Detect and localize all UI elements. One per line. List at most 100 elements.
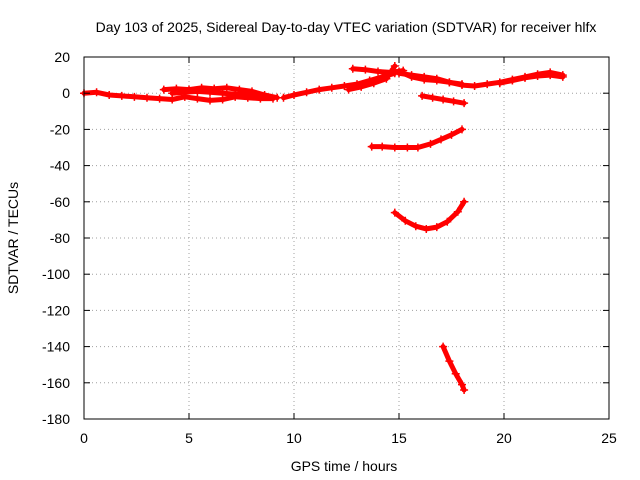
data-point xyxy=(231,90,240,99)
series-line xyxy=(392,199,467,232)
x-tick-label: 20 xyxy=(496,430,512,446)
data-point xyxy=(437,135,445,144)
data-point xyxy=(521,73,529,82)
data-point xyxy=(357,82,366,91)
data-point xyxy=(443,217,452,226)
data-point xyxy=(546,71,555,80)
data-point xyxy=(279,93,288,102)
data-point xyxy=(458,125,466,134)
data-point xyxy=(401,216,410,225)
series-12 xyxy=(439,342,469,395)
y-tick-label: -160 xyxy=(42,375,70,391)
series-7 xyxy=(395,67,466,89)
x-tick-label: 10 xyxy=(286,430,302,446)
grid xyxy=(84,57,609,419)
data-point xyxy=(460,99,469,108)
data-point xyxy=(390,208,399,217)
data-point xyxy=(327,83,336,92)
data-point xyxy=(483,80,492,89)
data-point xyxy=(447,130,456,139)
data-point xyxy=(386,68,395,77)
series-line xyxy=(161,85,280,101)
data-point xyxy=(445,357,454,366)
data-point xyxy=(495,79,504,88)
data-point xyxy=(413,143,422,152)
data-point xyxy=(407,72,416,81)
data-point xyxy=(453,207,462,216)
y-tick-label: -40 xyxy=(50,158,70,174)
data-point xyxy=(382,74,391,83)
data-point xyxy=(378,142,387,151)
series-9 xyxy=(418,91,469,108)
data-point xyxy=(302,88,311,97)
series-line xyxy=(281,70,398,101)
x-tick-label: 0 xyxy=(80,430,88,446)
data-point xyxy=(361,65,370,74)
chart-title: Day 103 of 2025, Sidereal Day-to-day VTE… xyxy=(96,19,597,35)
series-2 xyxy=(168,87,265,100)
data-point xyxy=(439,95,448,104)
y-tick-label: -80 xyxy=(50,230,70,246)
data-point xyxy=(411,222,420,231)
series-line xyxy=(81,89,276,103)
data-point xyxy=(193,94,202,103)
y-tick-label: -60 xyxy=(50,194,70,210)
data-point xyxy=(117,91,126,100)
data-point xyxy=(422,224,431,233)
data-point xyxy=(426,139,435,148)
y-tick-label: -120 xyxy=(42,302,70,318)
data-point xyxy=(143,93,151,102)
data-point xyxy=(460,386,469,395)
data-point xyxy=(458,380,466,389)
data-point xyxy=(439,342,448,351)
x-axis-label: GPS time / hours xyxy=(291,458,398,474)
data-point xyxy=(206,96,214,105)
y-tick-label: -20 xyxy=(50,121,70,137)
y-axis-label: SDTVAR / TECUs xyxy=(5,182,21,294)
data-point xyxy=(193,87,202,96)
data-point xyxy=(256,91,265,100)
data-point xyxy=(420,75,429,84)
data-point xyxy=(315,85,324,94)
y-tick-label: -100 xyxy=(42,266,70,282)
data-point xyxy=(206,88,214,97)
data-point xyxy=(155,94,164,103)
data-point xyxy=(218,89,227,98)
data-point xyxy=(458,80,466,89)
x-tick-label: 15 xyxy=(391,430,407,446)
data-point xyxy=(344,85,353,94)
tick-labels: 0 5 10 15 20 25 20 0 -20 -40 -60 -80 -100 -120 -140 -16… xyxy=(42,49,617,446)
data-point xyxy=(374,67,382,76)
data-point xyxy=(558,72,567,81)
data-point xyxy=(470,81,479,90)
data-point xyxy=(445,78,454,87)
x-tick-label: 5 xyxy=(185,430,193,446)
data-point xyxy=(449,97,458,106)
data-point xyxy=(418,91,427,100)
data-point xyxy=(533,72,542,81)
data-point xyxy=(403,143,412,152)
data-point xyxy=(432,223,441,232)
data-point xyxy=(105,91,114,100)
ticks xyxy=(83,56,610,420)
data-point xyxy=(340,81,349,90)
series-10 xyxy=(367,125,466,152)
data-point xyxy=(243,91,252,100)
data-point xyxy=(508,76,517,85)
data-point xyxy=(390,143,399,152)
data-series xyxy=(80,62,567,395)
data-point xyxy=(159,85,168,94)
data-point xyxy=(290,91,298,100)
data-point xyxy=(390,62,399,71)
data-point xyxy=(92,88,101,97)
data-point xyxy=(222,83,231,92)
data-point xyxy=(395,67,403,76)
data-point xyxy=(130,92,139,101)
data-point xyxy=(369,79,378,88)
y-tick-label: -180 xyxy=(42,411,70,427)
data-point xyxy=(432,76,441,85)
data-point xyxy=(180,88,189,97)
y-tick-label: 20 xyxy=(54,49,70,65)
data-point xyxy=(460,197,469,206)
